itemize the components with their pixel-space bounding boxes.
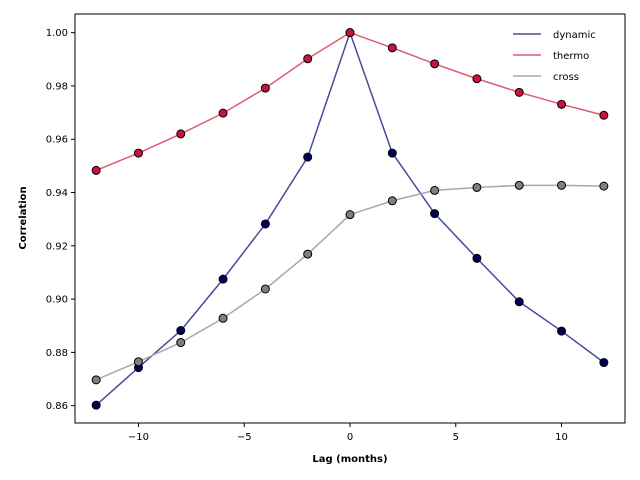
data-point-thermo bbox=[345, 28, 355, 38]
x-axis-label: Lag (months) bbox=[312, 454, 387, 465]
y-tick-label: 0.94 bbox=[46, 188, 68, 199]
series-line-thermo bbox=[95, 31, 605, 172]
y-tick-label: 1.00 bbox=[46, 28, 68, 39]
y-tick-label: 0.90 bbox=[46, 295, 68, 306]
x-tick-label: −5 bbox=[237, 432, 252, 443]
plot-area bbox=[74, 13, 626, 424]
legend: dynamic thermo cross bbox=[513, 30, 596, 83]
data-point-dynamic bbox=[303, 152, 313, 162]
data-point-cross bbox=[91, 375, 101, 385]
data-point-cross bbox=[472, 182, 482, 192]
data-point-thermo bbox=[176, 129, 186, 139]
y-tick-label: 0.92 bbox=[46, 241, 68, 252]
data-point-cross bbox=[599, 181, 609, 191]
data-point-thermo bbox=[430, 59, 440, 69]
data-point-cross bbox=[514, 180, 524, 190]
data-point-cross bbox=[430, 185, 440, 195]
y-axis: 0.86 0.88 0.90 0.92 0.94 0.96 0.98 1.00 bbox=[46, 28, 75, 412]
data-point-thermo bbox=[599, 110, 609, 120]
data-point-dynamic bbox=[387, 148, 397, 158]
data-point-cross bbox=[133, 357, 143, 367]
data-point-dynamic bbox=[176, 326, 186, 336]
data-point-cross bbox=[557, 180, 567, 190]
x-tick-label: 10 bbox=[555, 432, 568, 443]
data-point-dynamic bbox=[514, 297, 524, 307]
y-tick-label: 0.98 bbox=[46, 81, 68, 92]
data-point-cross bbox=[387, 196, 397, 206]
data-point-thermo bbox=[303, 54, 313, 64]
data-point-thermo bbox=[133, 148, 143, 158]
legend-label-dynamic: dynamic bbox=[553, 30, 596, 41]
data-point-dynamic bbox=[599, 358, 609, 368]
data-point-cross bbox=[345, 210, 355, 220]
y-tick-label: 0.96 bbox=[46, 135, 68, 146]
data-point-dynamic bbox=[218, 274, 228, 284]
data-point-dynamic bbox=[557, 326, 567, 336]
y-tick-label: 0.88 bbox=[46, 348, 68, 359]
data-point-cross bbox=[176, 338, 186, 348]
data-point-cross bbox=[218, 313, 228, 323]
data-point-thermo bbox=[260, 83, 270, 93]
data-point-thermo bbox=[472, 74, 482, 84]
x-tick-label: 5 bbox=[453, 432, 459, 443]
y-axis-label: Correlation bbox=[18, 186, 29, 249]
data-point-thermo bbox=[514, 87, 524, 97]
data-point-thermo bbox=[387, 43, 397, 53]
legend-label-cross: cross bbox=[553, 72, 579, 83]
data-point-thermo bbox=[218, 108, 228, 118]
x-tick-label: 0 bbox=[347, 432, 353, 443]
data-point-dynamic bbox=[260, 219, 270, 229]
data-point-dynamic bbox=[91, 400, 101, 410]
data-point-dynamic bbox=[472, 253, 482, 263]
data-point-cross bbox=[303, 249, 313, 259]
legend-label-thermo: thermo bbox=[553, 51, 589, 62]
data-point-cross bbox=[260, 284, 270, 294]
data-point-thermo bbox=[557, 99, 567, 109]
data-point-dynamic bbox=[430, 209, 440, 219]
x-axis: −10 −5 0 5 10 bbox=[128, 423, 568, 443]
data-point-thermo bbox=[91, 165, 101, 175]
x-tick-label: −10 bbox=[128, 432, 149, 443]
y-tick-label: 0.86 bbox=[46, 401, 68, 412]
